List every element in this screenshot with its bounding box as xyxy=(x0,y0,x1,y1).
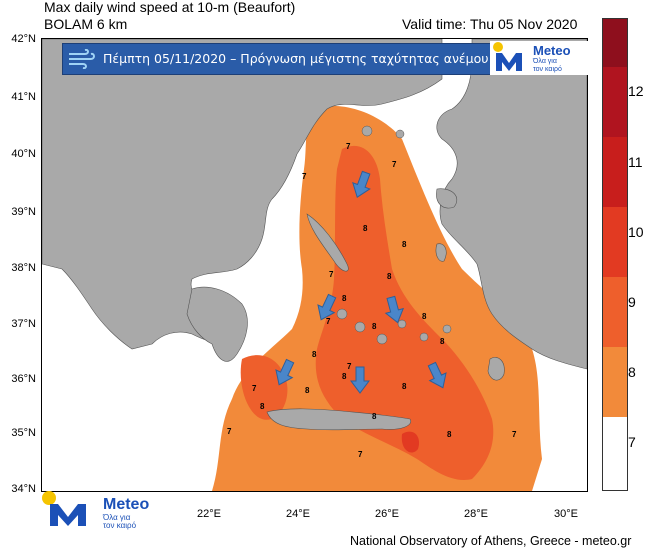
colorbar-label: 9 xyxy=(628,294,636,310)
contour-label: 8 xyxy=(305,386,310,395)
logo-brand: Meteo xyxy=(533,43,571,58)
contour-label: 8 xyxy=(342,372,347,381)
logo-brand: Meteo xyxy=(103,496,150,513)
wind-arrow-icon xyxy=(427,361,447,389)
contour-label: 7 xyxy=(227,427,232,436)
lat-tick: 41°N xyxy=(11,91,36,103)
model-name: BOLAM 6 km xyxy=(44,16,128,32)
contour-label: 8 xyxy=(447,430,452,439)
colorbar-segment xyxy=(603,277,627,347)
lon-tick: 26°E xyxy=(375,508,399,520)
logo-tagline-2: τον καιρό xyxy=(103,521,137,530)
contour-label: 8 xyxy=(363,224,368,233)
contour-label: 8 xyxy=(312,350,317,359)
contour-labels: 7 7 7 7 7 7 7 7 7 7 8 8 8 8 8 8 8 8 8 8 … xyxy=(227,142,517,459)
contour-label: 7 xyxy=(326,317,331,326)
lat-tick: 39°N xyxy=(11,206,36,218)
contour-label: 7 xyxy=(346,142,351,151)
contour-label: 8 xyxy=(440,337,445,346)
contour-label: 7 xyxy=(512,430,517,439)
lat-tick: 35°N xyxy=(11,427,36,439)
colorbar-segment xyxy=(603,417,627,490)
land xyxy=(42,39,587,431)
lat-tick: 36°N xyxy=(11,373,36,385)
contour-label: 8 xyxy=(372,412,377,421)
wind-icon xyxy=(69,49,95,69)
meteo-logo-top: Meteo Όλα για τον καιρό xyxy=(490,41,588,75)
contour-label: 7 xyxy=(392,160,397,169)
lon-tick: 22°E xyxy=(197,508,221,520)
footer-credit: National Observatory of Athens, Greece -… xyxy=(350,534,632,548)
logo-tagline-1: Όλα για xyxy=(103,513,131,522)
lat-tick: 34°N xyxy=(11,483,36,495)
wind-field-8-9 xyxy=(240,145,494,480)
contour-label: 8 xyxy=(260,402,265,411)
map-canvas: 7 7 7 7 7 7 7 7 7 7 8 8 8 8 8 8 8 8 8 8 … xyxy=(42,39,587,491)
contour-label: 7 xyxy=(347,362,352,371)
contour-label: 8 xyxy=(372,322,377,331)
lon-tick: 24°E xyxy=(286,508,310,520)
wind-arrow-icon xyxy=(317,293,337,321)
wind-arrow-icon xyxy=(275,358,295,386)
banner-text: Πέμπτη 05/11/2020 – Πρόγνωση μέγιστης τα… xyxy=(103,51,489,66)
colorbar-segment xyxy=(603,207,627,277)
lat-tick: 38°N xyxy=(11,262,36,274)
lat-tick: 42°N xyxy=(11,33,36,45)
colorbar-segment xyxy=(603,137,627,207)
forecast-banner: Πέμπτη 05/11/2020 – Πρόγνωση μέγιστης τα… xyxy=(62,43,491,75)
colorbar-label: 12 xyxy=(628,83,644,99)
lon-tick: 28°E xyxy=(464,508,488,520)
contour-label: 7 xyxy=(252,384,257,393)
colorbar-label: 7 xyxy=(628,434,636,450)
lat-tick: 40°N xyxy=(11,148,36,160)
contour-label: 8 xyxy=(422,312,427,321)
logo-tagline-1: Όλα για xyxy=(533,58,557,65)
colorbar-segment xyxy=(603,19,627,67)
contour-label: 8 xyxy=(402,382,407,391)
meteo-logo-icon xyxy=(493,42,522,71)
wind-arrow-icon xyxy=(384,295,405,324)
contour-label: 8 xyxy=(402,240,407,249)
logo-tagline-2: τον καιρό xyxy=(533,66,562,73)
wind-field-9-10 xyxy=(401,431,420,453)
colorbar-segment xyxy=(603,67,627,137)
wind-arrow-icon xyxy=(352,170,371,198)
valid-time: Valid time: Thu 05 Nov 2020 xyxy=(402,16,578,32)
colorbar-segment xyxy=(603,347,627,417)
lat-tick: 37°N xyxy=(11,318,36,330)
contour-label: 8 xyxy=(387,272,392,281)
wind-map: 7 7 7 7 7 7 7 7 7 7 8 8 8 8 8 8 8 8 8 8 … xyxy=(41,38,588,492)
chart-title: Max daily wind speed at 10-m (Beaufort) xyxy=(44,0,296,15)
meteo-logo-bottom: Meteo Όλα για τον καιρό xyxy=(40,490,150,530)
contour-label: 7 xyxy=(302,172,307,181)
colorbar xyxy=(602,18,628,491)
wind-arrows xyxy=(275,170,447,394)
meteo-logo-icon xyxy=(42,491,86,526)
contour-label: 7 xyxy=(329,270,334,279)
contour-label: 8 xyxy=(342,294,347,303)
colorbar-label: 11 xyxy=(628,154,643,170)
colorbar-label: 8 xyxy=(628,364,636,380)
colorbar-label: 10 xyxy=(628,224,644,240)
wind-arrow-icon xyxy=(350,366,370,394)
lon-tick: 30°E xyxy=(554,508,578,520)
contour-label: 7 xyxy=(358,450,363,459)
